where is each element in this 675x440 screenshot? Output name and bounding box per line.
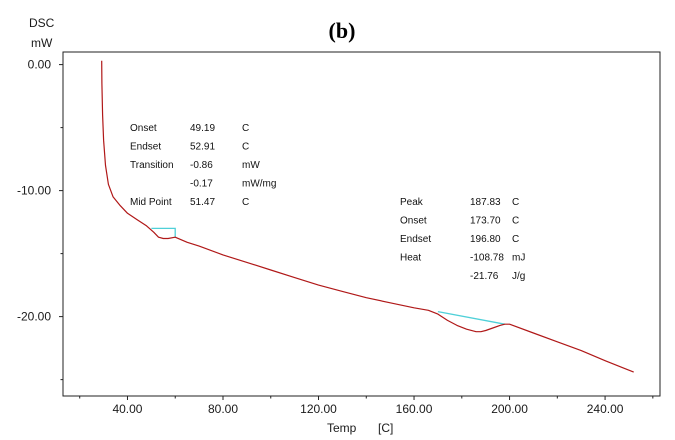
annotation-label: Transition (130, 160, 174, 171)
x-tick-label: 40.00 (112, 402, 142, 416)
annotation-unit: mJ (512, 253, 525, 264)
annotation-unit: C (242, 123, 249, 134)
annotation-unit: C (242, 142, 249, 153)
annotation-unit: C (242, 197, 249, 208)
annotation-unit: C (512, 216, 519, 227)
x-tick-label: 200.00 (491, 402, 528, 416)
annotation-unit: C (512, 234, 519, 245)
plot-frame (62, 51, 661, 397)
panel-label: (b) (329, 18, 356, 43)
analysis-baseline (437, 310, 505, 325)
annotation-value: -21.76 (470, 271, 499, 282)
annotation-label: Onset (400, 216, 427, 227)
annotation-unit: mW/mg (242, 179, 276, 190)
y-axis-title: DSC (29, 16, 55, 30)
annotation-value: -0.17 (190, 179, 213, 190)
annotation-value: 187.83 (470, 197, 501, 208)
annotation-unit: C (512, 197, 519, 208)
annotation-value: 196.80 (470, 234, 501, 245)
x-tick-label: 240.00 (587, 402, 624, 416)
annotation-label: Peak (400, 197, 424, 208)
dsc-curve (101, 60, 634, 373)
annotation-label: Endset (130, 142, 161, 153)
annotation-unit: mW (242, 160, 260, 171)
annotation-value: -108.78 (470, 253, 504, 264)
annotation-label: Endset (400, 234, 431, 245)
annotation-value: -0.86 (190, 160, 213, 171)
x-tick-label: 80.00 (208, 402, 238, 416)
y-tick-label: 0.00 (28, 58, 52, 72)
annotation-value: 52.91 (190, 142, 215, 153)
annotation-value: 51.47 (190, 197, 215, 208)
annotation-unit: J/g (512, 271, 525, 282)
x-tick-label: 160.00 (396, 402, 433, 416)
y-axis-unit: mW (31, 36, 53, 50)
annotation-label: Onset (130, 123, 157, 134)
analysis-baseline (151, 227, 176, 238)
x-tick-label: 120.00 (300, 402, 337, 416)
annotation-value: 173.70 (470, 216, 501, 227)
annotation-label: Mid Point (130, 197, 172, 208)
y-tick-label: -10.00 (17, 184, 51, 198)
y-tick-label: -20.00 (17, 310, 51, 324)
plot-area: 40.00 80.00 120.00 160.00 200.00 240.00 0.00 -1… (17, 51, 661, 416)
annotation-label: Heat (400, 253, 421, 264)
x-axis-title: Temp (327, 421, 357, 435)
annotation-value: 49.19 (190, 123, 215, 134)
x-axis-unit: [C] (378, 421, 393, 435)
